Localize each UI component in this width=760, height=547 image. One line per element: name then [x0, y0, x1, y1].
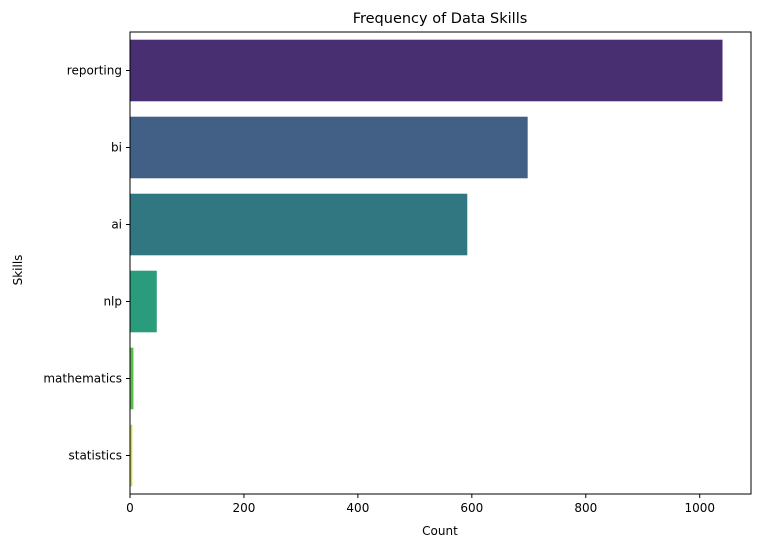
bar-statistics — [130, 424, 133, 487]
bar-nlp — [130, 270, 157, 333]
y-tick-label: reporting — [67, 64, 122, 78]
x-axis-ticks: 0 200 400 600 800 1000 — [126, 494, 715, 515]
y-axis-label: Skills — [11, 255, 25, 286]
bar-bi — [130, 116, 528, 179]
x-tick-label: 400 — [346, 501, 369, 515]
x-tick-label: 800 — [574, 501, 597, 515]
x-tick-label: 200 — [232, 501, 255, 515]
bars-group — [130, 39, 723, 487]
y-axis-ticks: reporting bi ai nlp mathematics statistics — [43, 64, 130, 463]
x-tick-label: 0 — [126, 501, 134, 515]
x-tick-label: 600 — [460, 501, 483, 515]
chart-title: Frequency of Data Skills — [353, 11, 528, 27]
bar-ai — [130, 193, 468, 256]
y-tick-label: statistics — [69, 449, 123, 463]
bar-mathematics — [130, 347, 134, 410]
y-tick-label: bi — [111, 141, 122, 155]
y-tick-label: mathematics — [43, 372, 122, 386]
y-tick-label: nlp — [103, 295, 122, 309]
plot-area-frame — [129, 31, 752, 495]
x-tick-label: 1000 — [684, 501, 715, 515]
x-axis-label: Count — [422, 524, 458, 538]
bar-reporting — [130, 39, 723, 102]
y-tick-label: ai — [111, 218, 122, 232]
